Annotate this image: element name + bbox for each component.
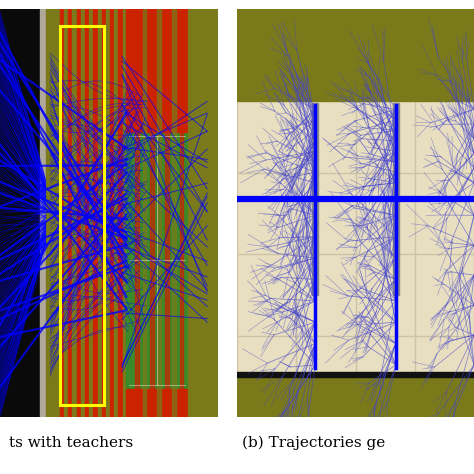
Bar (131, 9, 135, 417)
Bar (98, 9, 102, 417)
Text: ts with teachers: ts with teachers (9, 436, 134, 450)
Bar (110, 9, 114, 417)
Bar (127, 9, 218, 132)
Bar (68, 9, 73, 417)
Bar (123, 9, 127, 417)
Bar (172, 9, 176, 417)
Bar (135, 9, 139, 417)
Bar (180, 9, 183, 417)
Bar (143, 9, 146, 417)
Bar (46, 9, 60, 417)
Bar (89, 9, 93, 417)
Bar (60, 9, 64, 417)
Bar (237, 9, 474, 101)
Bar (77, 9, 81, 417)
Bar (165, 9, 169, 417)
Bar (150, 9, 154, 417)
Bar (127, 132, 188, 389)
Bar (93, 9, 98, 417)
Bar (73, 9, 77, 417)
Bar (81, 9, 85, 417)
Bar (237, 372, 474, 377)
Bar (312, 103, 318, 295)
Bar (40, 9, 46, 417)
Bar (114, 9, 118, 417)
Bar (118, 9, 123, 417)
Bar (393, 103, 399, 295)
Bar (60, 26, 104, 405)
Bar (102, 9, 106, 417)
Bar (157, 9, 161, 417)
Bar (85, 9, 89, 417)
Text: (b) Trajectories ge: (b) Trajectories ge (242, 436, 385, 450)
Bar (106, 9, 110, 417)
Bar (127, 389, 218, 417)
Bar (237, 376, 474, 417)
Bar (64, 9, 68, 417)
Bar (188, 9, 218, 417)
Bar (127, 9, 131, 417)
